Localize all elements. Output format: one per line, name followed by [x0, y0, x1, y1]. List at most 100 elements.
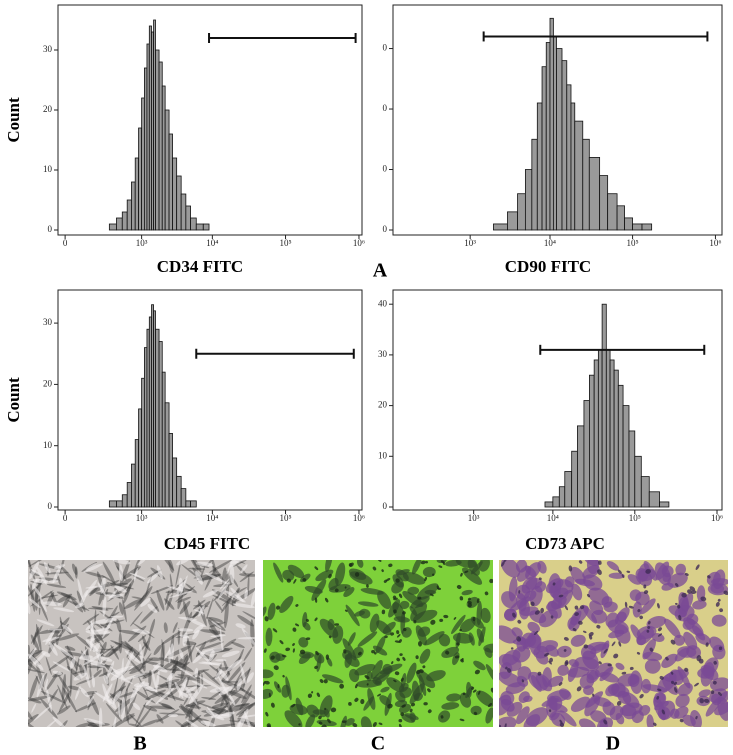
- cell: [45, 629, 55, 645]
- cell: [603, 719, 608, 725]
- bar: [121, 211, 128, 231]
- cell: [95, 627, 111, 632]
- cell: [210, 634, 226, 638]
- cell: [510, 647, 514, 650]
- cell: [135, 702, 147, 726]
- cell: [459, 618, 476, 633]
- cell: [83, 666, 91, 689]
- cell: [100, 641, 107, 656]
- bar: [632, 223, 643, 231]
- cell: [299, 649, 306, 655]
- cell: [168, 590, 194, 598]
- cell: [239, 573, 255, 577]
- cell: [46, 583, 67, 588]
- cell: [684, 572, 689, 576]
- cell: [279, 595, 294, 614]
- cell: [28, 560, 36, 582]
- cell: [195, 647, 213, 666]
- y-tick-label: 20: [378, 400, 388, 410]
- cell: [247, 720, 255, 727]
- bar: [176, 175, 182, 231]
- cell: [202, 641, 224, 650]
- cell: [627, 574, 642, 585]
- cell: [209, 664, 221, 674]
- cell: [352, 646, 364, 659]
- cell: [396, 657, 401, 662]
- cell: [570, 634, 586, 647]
- cell: [211, 560, 217, 580]
- cell: [535, 673, 553, 692]
- cell: [48, 654, 72, 671]
- cell: [586, 593, 590, 598]
- cell: [445, 650, 450, 655]
- bar: [605, 349, 611, 508]
- cell: [409, 708, 413, 713]
- cell: [480, 607, 491, 624]
- cell: [653, 722, 657, 727]
- y-axis-label: Count: [4, 377, 23, 423]
- cell: [167, 713, 179, 718]
- cell: [682, 714, 696, 727]
- cell: [241, 684, 252, 703]
- cell: [466, 681, 472, 698]
- bar: [640, 476, 650, 508]
- bar: [131, 463, 136, 508]
- cell: [445, 560, 462, 567]
- y-tick-label: 0: [48, 501, 53, 511]
- cell: [134, 590, 149, 611]
- cell: [183, 641, 197, 646]
- cell: [191, 680, 208, 689]
- cell: [459, 718, 465, 722]
- cell: [107, 685, 127, 701]
- cell: [321, 724, 327, 727]
- cell: [285, 676, 292, 701]
- cell: [387, 703, 393, 709]
- cell: [516, 706, 530, 725]
- bar: [176, 475, 182, 508]
- cell: [558, 682, 563, 686]
- cell: [355, 684, 358, 689]
- cell: [82, 613, 100, 626]
- cell: [344, 718, 355, 726]
- cell: [415, 655, 419, 660]
- y-tick-label: 30: [43, 317, 53, 327]
- cell: [178, 705, 192, 715]
- cell: [159, 560, 175, 571]
- bar: [628, 430, 636, 508]
- cell: [540, 607, 545, 614]
- cell: [674, 602, 678, 605]
- cell: [228, 690, 247, 700]
- cell: [116, 618, 122, 633]
- cell: [460, 572, 463, 577]
- cell: [314, 665, 318, 669]
- cell: [423, 702, 428, 706]
- cell: [118, 602, 124, 615]
- cell: [56, 593, 73, 604]
- cell: [150, 585, 174, 595]
- cell: [188, 567, 206, 570]
- cell: [698, 689, 711, 698]
- cell: [606, 561, 620, 571]
- cell: [226, 560, 233, 575]
- x-tick-label: 10³: [136, 513, 148, 523]
- cell: [632, 601, 642, 618]
- cell: [129, 572, 146, 580]
- cell: [396, 630, 400, 635]
- bar: [544, 501, 554, 508]
- cell: [523, 630, 536, 650]
- cell: [285, 647, 291, 652]
- cell: [229, 696, 241, 709]
- cell: [229, 705, 235, 727]
- cell: [328, 584, 351, 593]
- cell: [411, 560, 422, 575]
- cell: [611, 641, 616, 647]
- cell: [424, 576, 428, 582]
- cell: [392, 595, 397, 599]
- cell: [221, 597, 232, 613]
- cell: [402, 611, 406, 615]
- cell: [603, 648, 608, 654]
- bar: [168, 433, 173, 508]
- cell: [157, 691, 169, 700]
- cell: [339, 683, 345, 689]
- cell: [415, 669, 436, 689]
